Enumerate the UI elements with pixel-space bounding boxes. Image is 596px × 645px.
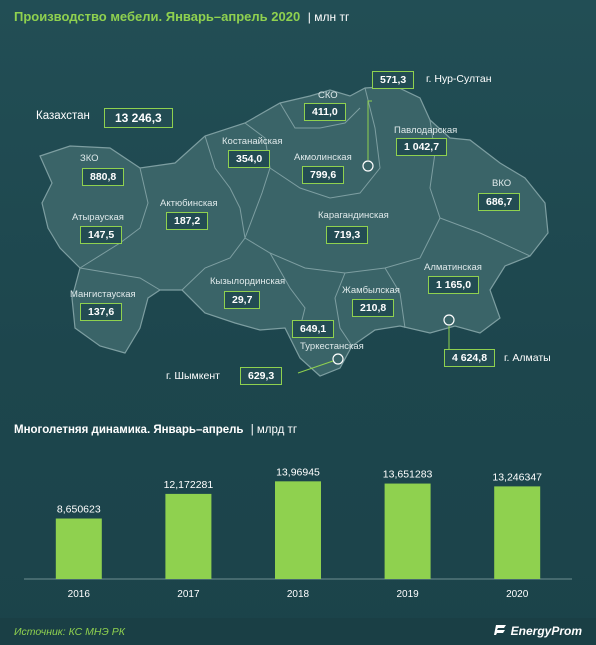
bar-value-label-2019: 13,651283: [383, 469, 433, 481]
border-mangystau: [79, 267, 161, 291]
region-value-vko: 686,7: [478, 193, 521, 211]
dynamics-title-text: Многолетняя динамика. Январь–апрель: [14, 424, 244, 436]
region-value-sko: 411,0: [304, 103, 346, 121]
x-tick-label-2016: 2016: [68, 589, 91, 600]
almaty-marker: [443, 314, 455, 326]
bar-2016: [55, 518, 102, 579]
x-tick-label-2019: 2019: [396, 589, 419, 600]
region-label-mangystau: Мангистауская: [70, 289, 136, 300]
x-tick-label-2020: 2020: [506, 589, 529, 600]
leader-nursultan: [367, 100, 372, 160]
border-sko: [279, 102, 361, 129]
nursultan-marker: [362, 160, 374, 172]
region-value-karaganda: 719,3: [326, 226, 369, 244]
country-value: 13 246,3: [104, 108, 173, 128]
region-label-karaganda: Карагандинская: [318, 210, 389, 221]
leader-shymkent: [297, 360, 334, 374]
region-value-turkestan: 649,1: [292, 320, 335, 338]
country-label: Казахстан: [36, 110, 90, 122]
dynamics-title: Многолетняя динамика. Январь–апрель | мл…: [14, 424, 297, 436]
region-value-aktobe: 187,2: [166, 212, 209, 230]
region-label-almaty-region: Алматинская: [424, 262, 482, 273]
city-label-almaty: г. Алматы: [504, 352, 551, 364]
bar-chart: 8,650623 2016 12,172281 2017 13,96945 2018 13,…: [24, 466, 572, 600]
title-unit: | млн тг: [307, 10, 350, 24]
region-value-pavlodar: 1 042,7: [396, 138, 448, 156]
bar-2018: [275, 481, 321, 579]
border-akmola-pavlodar: [269, 87, 381, 199]
region-value-atyrau: 147,5: [80, 226, 123, 244]
region-value-almaty-region: 1 165,0: [428, 276, 480, 294]
bar-value-label-2016: 8,650623: [57, 504, 101, 516]
region-value-mangystau: 137,6: [80, 303, 123, 321]
border-almaty: [384, 267, 406, 329]
region-label-akmola: Акмолинская: [294, 152, 352, 163]
city-label-shymkent: г. Шымкент: [166, 370, 220, 382]
city-value-almaty: 4 624,8: [444, 349, 496, 367]
bar-2019: [384, 483, 431, 579]
region-label-aktobe: Актюбинская: [160, 198, 218, 209]
city-value-nursultan: 571,3: [372, 71, 415, 89]
border-aktobe-kostanay: [181, 135, 246, 291]
region-label-atyrau: Атырауская: [72, 212, 124, 223]
dynamics-unit: | млрд тг: [250, 424, 298, 436]
region-label-vko: ВКО: [492, 178, 512, 189]
city-label-nursultan: г. Нур-Султан: [426, 73, 492, 85]
region-value-akmola: 799,6: [302, 166, 345, 184]
map-shape: [39, 85, 549, 377]
border-zhambyl: [334, 272, 353, 347]
x-tick-label-2018: 2018: [287, 589, 310, 600]
bar-value-label-2017: 12,172281: [164, 479, 214, 491]
region-label-sko: СКО: [318, 90, 338, 101]
energyprom-icon: [493, 625, 506, 635]
bar-value-label-2018: 13,96945: [276, 466, 320, 478]
region-value-kyzylorda: 29,7: [224, 291, 261, 309]
bar-2017: [165, 493, 212, 579]
region-label-pavlodar: Павлодарская: [394, 125, 458, 136]
page-title: Производство мебели. Январь–апрель 2020 …: [14, 9, 349, 24]
source-text: Источник: КС МНЭ РК: [14, 626, 125, 638]
border-kyzylorda: [181, 252, 306, 329]
region-label-zko: ЗКО: [80, 153, 99, 164]
region-label-turkestan: Туркестанская: [300, 341, 364, 352]
x-tick-label-2017: 2017: [177, 589, 200, 600]
bar-value-label-2020: 13,246347: [492, 471, 542, 483]
city-value-shymkent: 629,3: [240, 367, 283, 385]
title-text: Производство мебели. Январь–апрель 2020: [14, 9, 301, 24]
country-outline: [39, 85, 549, 377]
region-value-zko: 880,8: [82, 168, 125, 186]
region-label-zhambyl: Жамбылская: [342, 285, 400, 296]
region-label-kostanay: Костанайская: [222, 136, 283, 147]
shymkent-marker: [332, 353, 344, 365]
brand-logo: EnergyProm: [493, 624, 582, 638]
region-value-kostanay: 354,0: [228, 150, 271, 168]
bar-2020: [494, 486, 541, 579]
footer: Источник: КС МНЭ РК EnergyProm: [0, 618, 596, 645]
brand-name: EnergyProm: [510, 624, 582, 638]
kazakhstan-map: Казахстан 13 246,3 СКО 411,0 Костанайска…: [0, 28, 596, 408]
region-label-kyzylorda: Кызылординская: [210, 276, 286, 287]
border-zko-aktobe: [79, 167, 149, 269]
region-value-zhambyl: 210,8: [352, 299, 395, 317]
